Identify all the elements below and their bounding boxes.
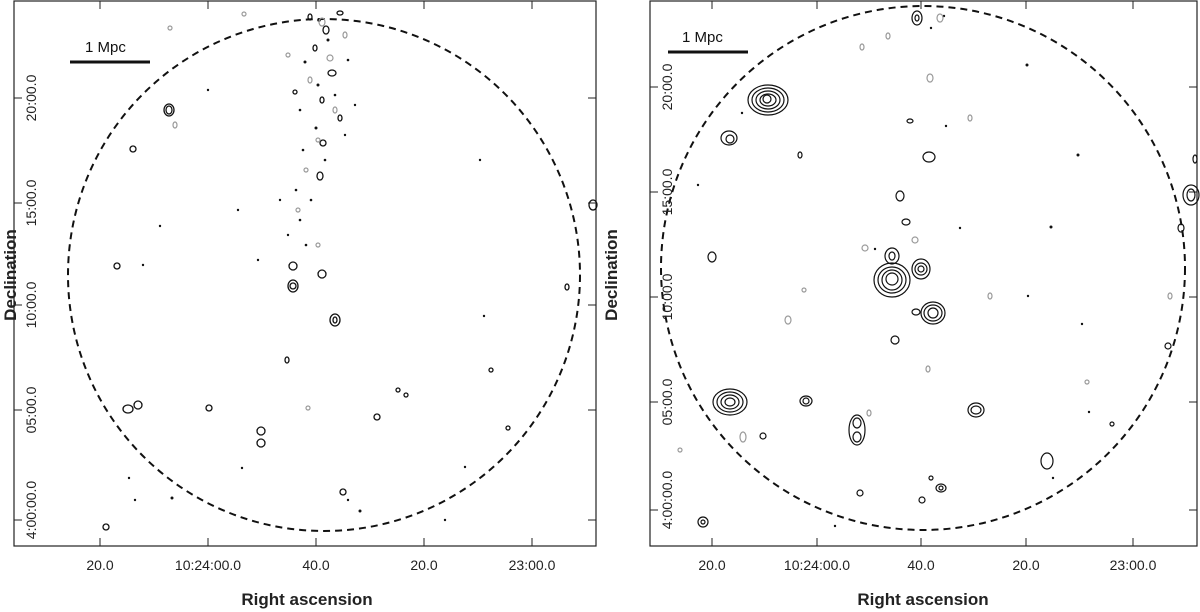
right-axis-ticks — [650, 1, 1197, 546]
left-x-tick-4: 20.0 — [410, 557, 437, 573]
left-panel: 1 Mpc — [1, 0, 598, 609]
left-plot-frame — [13, 0, 597, 547]
right-panel: 1 Mpc — [602, 0, 1200, 609]
right-x-tick-1: 20.0 — [698, 557, 725, 573]
right-y-tick-5: 4:00:00.0 — [659, 471, 675, 530]
right-scale-bar-label: 1 Mpc — [682, 29, 723, 46]
right-x-tick-5: 23:00.0 — [1110, 557, 1157, 573]
right-contours-dots — [696, 14, 1091, 528]
left-x-tick-1: 20.0 — [86, 557, 113, 573]
left-contours-dots — [127, 18, 486, 522]
left-axis-ticks — [14, 1, 596, 546]
right-plot-frame — [649, 0, 1198, 547]
left-y-axis-label: Declination — [1, 229, 20, 321]
left-y-tick-2: 15:00.0 — [23, 179, 39, 226]
left-aperture-circle — [67, 18, 581, 532]
right-y-tick-3: 10:00.0 — [659, 273, 675, 320]
right-x-tick-2: 10:24:00.0 — [784, 557, 850, 573]
right-y-axis-label: Declination — [602, 229, 621, 321]
left-x-tick-3: 40.0 — [302, 557, 329, 573]
right-x-tick-4: 20.0 — [1012, 557, 1039, 573]
left-y-tick-4: 05:00.0 — [23, 386, 39, 433]
right-aperture-circle — [660, 5, 1186, 531]
right-y-tick-2: 15:00.0 — [659, 168, 675, 215]
left-scale-bar-label: 1 Mpc — [85, 39, 126, 56]
left-y-tick-3: 10:00.0 — [23, 281, 39, 328]
left-contours-negative — [167, 11, 348, 411]
left-contours-positive — [102, 10, 598, 531]
right-y-tick-1: 20:00.0 — [659, 63, 675, 110]
right-x-tick-3: 40.0 — [907, 557, 934, 573]
right-contours-positive — [697, 10, 1200, 528]
left-y-tick-5: 4:00:00.0 — [23, 481, 39, 540]
left-x-tick-2: 10:24:00.0 — [175, 557, 241, 573]
left-y-tick-1: 20:00.0 — [23, 74, 39, 121]
left-x-axis-label: Right ascension — [241, 590, 372, 609]
right-x-axis-label: Right ascension — [857, 590, 988, 609]
right-contours-negative — [677, 13, 1173, 453]
left-x-tick-5: 23:00.0 — [509, 557, 556, 573]
right-y-tick-4: 05:00.0 — [659, 378, 675, 425]
